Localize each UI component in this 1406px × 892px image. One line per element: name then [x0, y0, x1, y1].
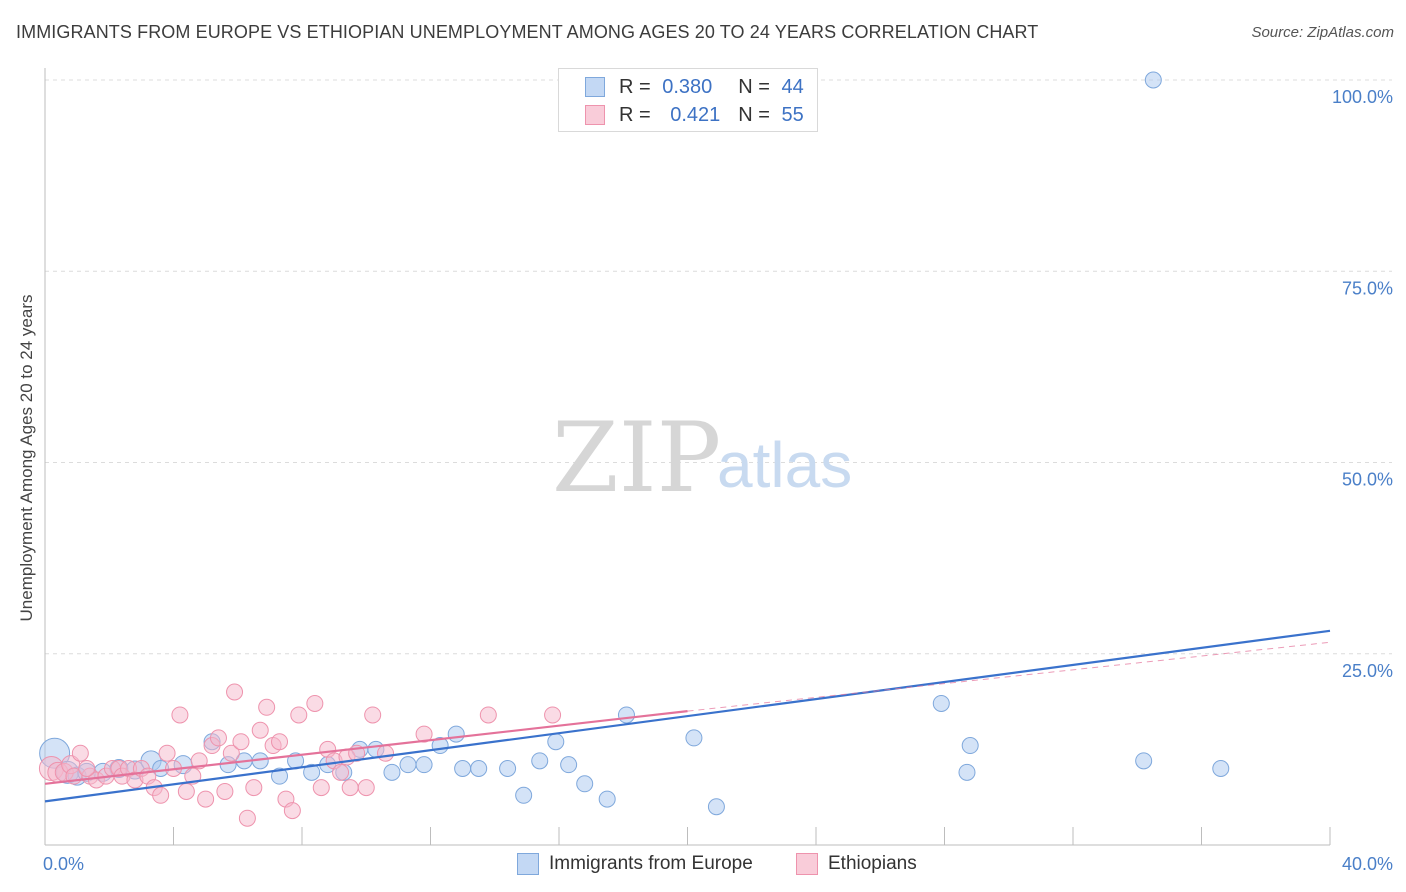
point-ethiopians-16	[152, 786, 170, 804]
legend-n-label: N =	[738, 103, 770, 126]
point-europe-40	[961, 737, 979, 755]
legend-n-value-ethiopians: 55	[781, 103, 804, 126]
point-europe-23	[415, 756, 433, 774]
point-ethiopians-20	[177, 782, 195, 800]
point-ethiopians-45	[341, 779, 359, 797]
point-ethiopians-29	[232, 733, 250, 751]
chart-title: IMMIGRANTS FROM EUROPE VS ETHIOPIAN UNEM…	[16, 22, 1039, 42]
legend-r-label: R =	[619, 75, 651, 98]
point-ethiopians-31	[245, 779, 263, 797]
bottom-legend-europe: Immigrants from Europe	[517, 852, 753, 876]
trend-line-ethiopians-extrapolated	[687, 641, 1331, 712]
axes	[44, 68, 1331, 846]
point-europe-34	[598, 790, 616, 808]
point-ethiopians-33	[258, 698, 276, 716]
point-ethiopians-17	[158, 744, 176, 762]
point-ethiopians-37	[283, 802, 301, 820]
point-europe-26	[454, 760, 472, 777]
point-europe-43	[1212, 760, 1230, 777]
point-ethiopians-38	[290, 706, 308, 724]
point-ethiopians-49	[377, 744, 395, 762]
point-ethiopians-48	[364, 706, 382, 724]
point-ethiopians-27	[222, 744, 240, 762]
trend-line-europe	[44, 629, 1331, 803]
y-tick-label-50: 50.0%	[1342, 470, 1393, 490]
legend-r-label: R =	[619, 103, 651, 126]
trend-line-ethiopians	[44, 710, 688, 785]
legend-n-label: N =	[738, 75, 770, 98]
source-label: Source: ZipAtlas.com	[1251, 24, 1394, 41]
point-europe-27	[470, 760, 488, 777]
point-ethiopians-19	[171, 706, 189, 724]
bottom-legend-swatch-blue	[517, 853, 539, 875]
point-ethiopians-23	[197, 790, 215, 808]
point-europe-33	[576, 775, 594, 793]
legend-n-value-europe: 44	[781, 75, 804, 98]
point-europe-42	[1144, 71, 1162, 89]
point-europe-36	[685, 729, 703, 747]
point-europe-31	[547, 733, 565, 751]
point-ethiopians-47	[357, 779, 375, 797]
tick-labels: 25.0% 50.0% 75.0% 100.0% 0.0% 40.0%	[43, 87, 1393, 874]
watermark: ZIP atlas	[552, 402, 852, 514]
x-tick-label-min: 0.0%	[43, 854, 84, 874]
point-europe-37	[707, 798, 725, 816]
point-europe-35	[617, 706, 635, 724]
point-ethiopians-39	[306, 694, 324, 712]
point-europe-32	[560, 756, 578, 774]
point-ethiopians-52	[544, 706, 562, 724]
point-europe-14	[271, 767, 289, 785]
point-europe-28	[499, 760, 517, 777]
point-ethiopians-35	[271, 733, 289, 751]
point-ethiopians-4	[71, 744, 89, 762]
point-ethiopians-26	[216, 782, 234, 800]
legend-swatch-blue	[585, 77, 605, 97]
point-ethiopians-32	[251, 721, 269, 739]
legend-row-europe: R = 0.380 N = 44	[585, 75, 804, 99]
point-ethiopians-40	[312, 779, 330, 797]
point-ethiopians-50	[415, 725, 433, 743]
point-ethiopians-25	[209, 729, 227, 747]
legend-r-value-europe: 0.380	[662, 75, 713, 98]
legend-r-value-ethiopians: 0.421	[670, 103, 721, 126]
bottom-legend-ethiopians: Ethiopians	[796, 852, 917, 876]
y-tick-label-75: 75.0%	[1342, 278, 1393, 298]
x-tick-label-max: 40.0%	[1342, 854, 1393, 874]
point-europe-41	[1135, 752, 1153, 770]
watermark-atlas: atlas	[717, 429, 852, 501]
trend-lines	[44, 629, 1331, 803]
point-europe-25	[447, 725, 465, 743]
legend-swatch-pink	[585, 105, 605, 125]
point-europe-30	[531, 752, 549, 770]
point-europe-29	[515, 786, 533, 804]
point-ethiopians-51	[479, 706, 497, 724]
point-europe-21	[383, 763, 401, 781]
bottom-legend-label-europe: Immigrants from Europe	[549, 853, 753, 874]
watermark-zip: ZIP	[552, 402, 721, 514]
point-ethiopians-54	[78, 760, 96, 777]
point-ethiopians-43	[332, 763, 350, 781]
gridlines	[45, 79, 1392, 655]
bottom-legend-swatch-pink	[796, 853, 818, 875]
legend-row-ethiopians: R = 0.421 N = 55	[585, 103, 804, 127]
y-tick-label-25: 25.0%	[1342, 661, 1393, 681]
point-europe-39	[958, 763, 976, 781]
point-europe-38	[932, 694, 950, 712]
point-europe-16	[303, 763, 321, 781]
point-ethiopians-28	[226, 683, 244, 701]
point-europe-22	[399, 756, 417, 774]
bottom-legend-label-ethiopians: Ethiopians	[828, 853, 917, 874]
correlation-legend: R = 0.380 N = 44 R = 0.421 N = 55	[558, 68, 818, 132]
y-tick-label-100: 100.0%	[1332, 87, 1393, 107]
point-ethiopians-30	[238, 809, 256, 827]
